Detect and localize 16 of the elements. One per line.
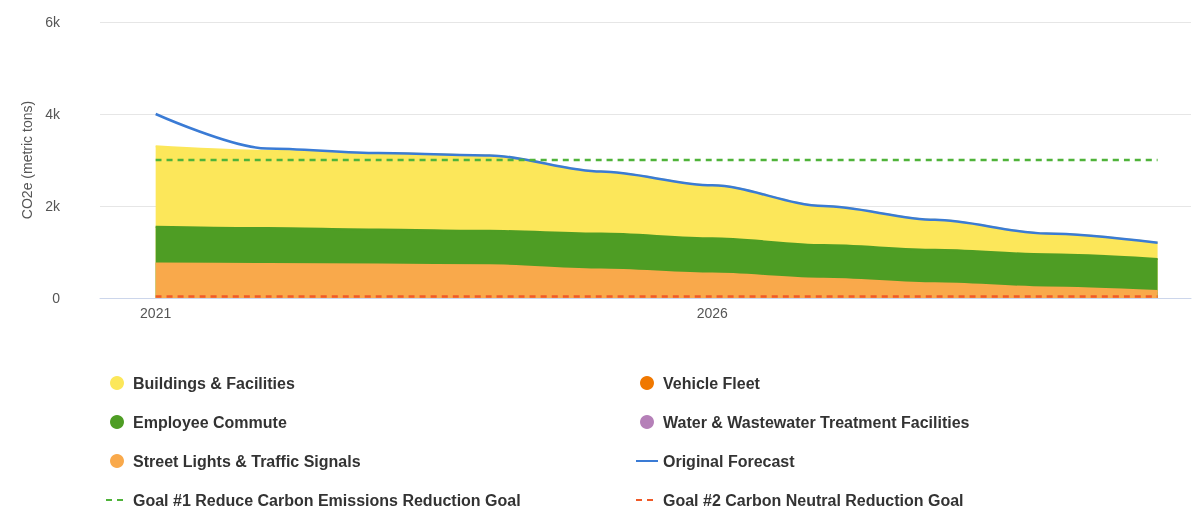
x-tick-label: 2021 xyxy=(140,305,172,321)
legend-label: Employee Commute xyxy=(133,413,287,431)
line-series xyxy=(154,112,1159,245)
legend-label: Original Forecast xyxy=(663,452,796,470)
y-tick-label: 4k xyxy=(45,106,61,122)
y-axis-title: CO2e (metric tons) xyxy=(19,100,36,220)
x-tick-label: 2026 xyxy=(696,305,729,321)
legend-label: Buildings & Facilities xyxy=(133,374,295,392)
y-tick-label: 6k xyxy=(45,14,61,30)
legend-label: Goal #2 Carbon Neutral Reduction Goal xyxy=(663,491,964,509)
y-tick-label: 0 xyxy=(52,290,61,306)
y-tick-label: 2k xyxy=(45,198,61,214)
legend-label: Vehicle Fleet xyxy=(663,374,761,392)
legend-label: Water & Wastewater Treatment Facilities xyxy=(663,413,970,431)
legend-label: Goal #1 Reduce Carbon Emissions Reduction Goal xyxy=(133,491,521,509)
legend-label: Street Lights & Traffic Signals xyxy=(133,452,361,470)
